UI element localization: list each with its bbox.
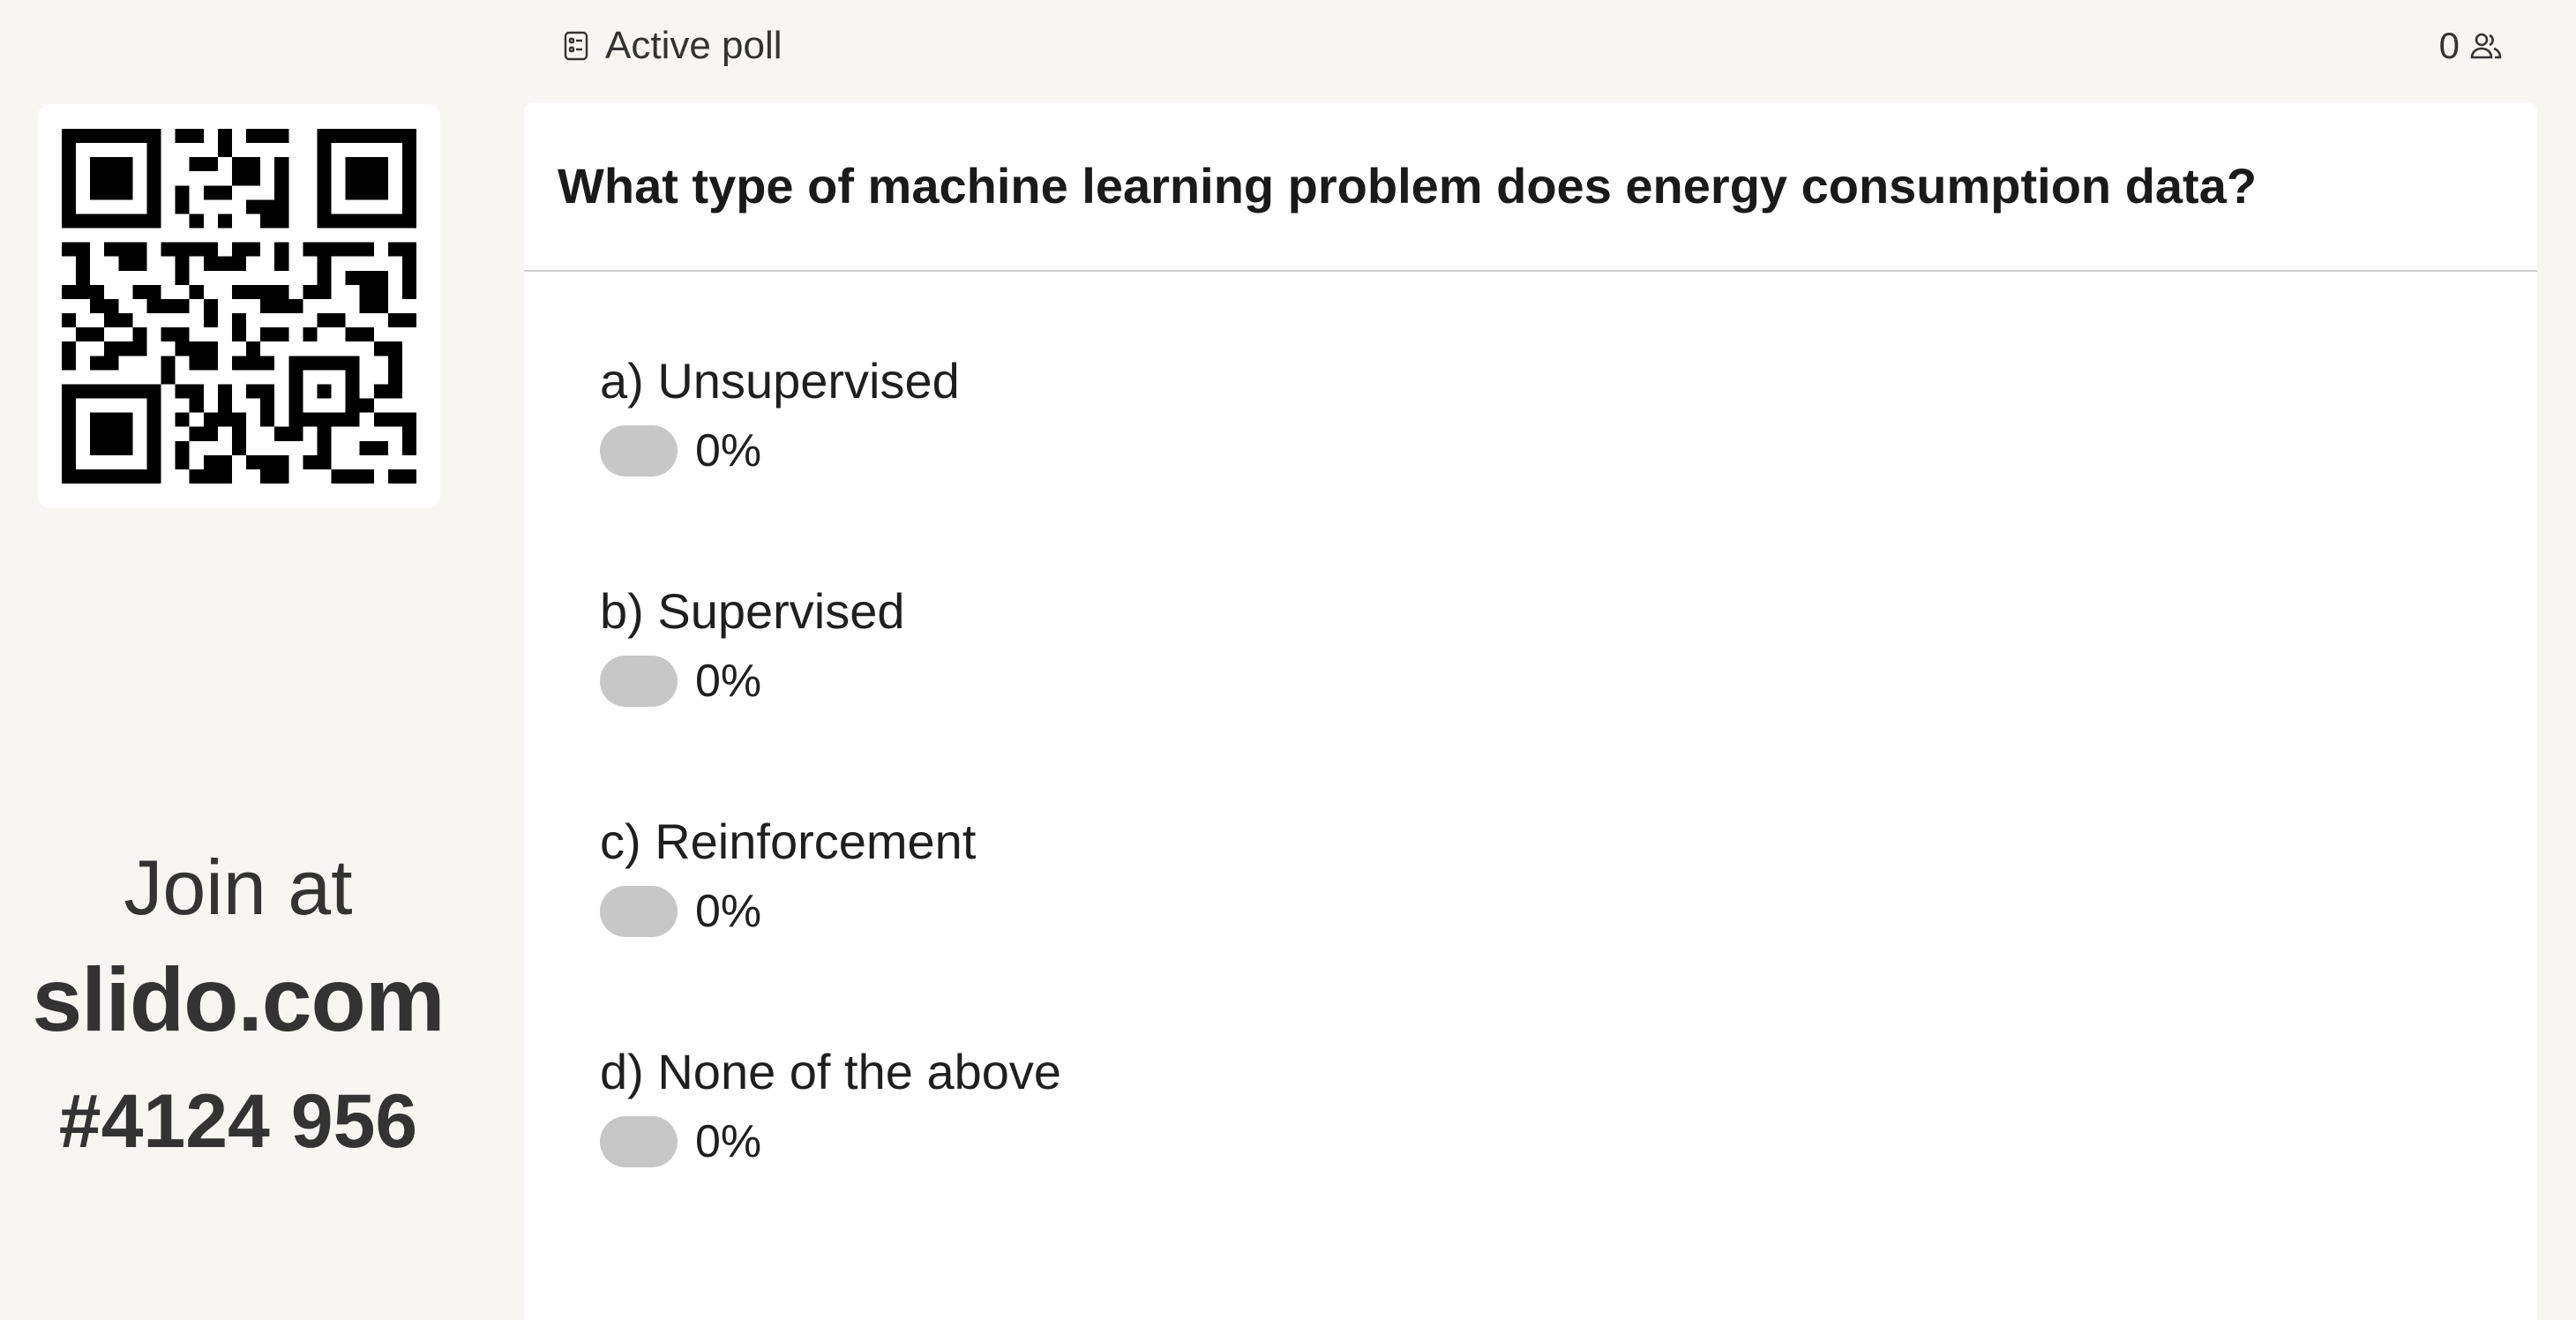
poll-status-label: Active poll <box>605 24 783 67</box>
option-percent: 0% <box>695 656 762 707</box>
question-divider <box>524 270 2537 272</box>
option-percent: 0% <box>695 1116 762 1167</box>
join-sidebar: Join at slido.com #4124 956 <box>0 0 494 1301</box>
join-label: Join at <box>124 844 353 931</box>
qr-code-icon <box>62 129 416 484</box>
poll-icon <box>564 31 588 61</box>
option-result-bar <box>600 656 678 707</box>
option-percent: 0% <box>695 886 762 937</box>
poll-question: What type of machine learning problem do… <box>558 158 2258 214</box>
poll-option-b: b) Supervised 0% <box>600 582 2364 741</box>
poll-option-a: a) Unsupervised 0% <box>600 352 2364 511</box>
poll-option-c: c) Reinforcement 0% <box>600 813 2364 971</box>
option-result-bar <box>600 886 678 937</box>
option-label: a) Unsupervised <box>600 353 960 409</box>
participants-icon <box>2470 33 2502 59</box>
option-percent: 0% <box>695 425 762 476</box>
option-label: d) None of the above <box>600 1044 1062 1099</box>
poll-status-header: Active poll <box>563 19 783 72</box>
poll-option-d: d) None of the above 0% <box>600 1043 2364 1202</box>
option-label: b) Supervised <box>600 583 905 639</box>
event-code: #4124 956 <box>58 1079 418 1164</box>
poll-panel: What type of machine learning problem do… <box>524 102 2537 1320</box>
participant-count: 0 <box>2438 25 2460 66</box>
option-result-bar <box>600 1116 678 1167</box>
join-url: slido.com <box>32 949 445 1050</box>
option-result-bar <box>600 425 678 476</box>
participant-counter: 0 <box>2439 19 2504 72</box>
option-label: c) Reinforcement <box>600 814 977 869</box>
qr-code-card <box>38 104 440 508</box>
